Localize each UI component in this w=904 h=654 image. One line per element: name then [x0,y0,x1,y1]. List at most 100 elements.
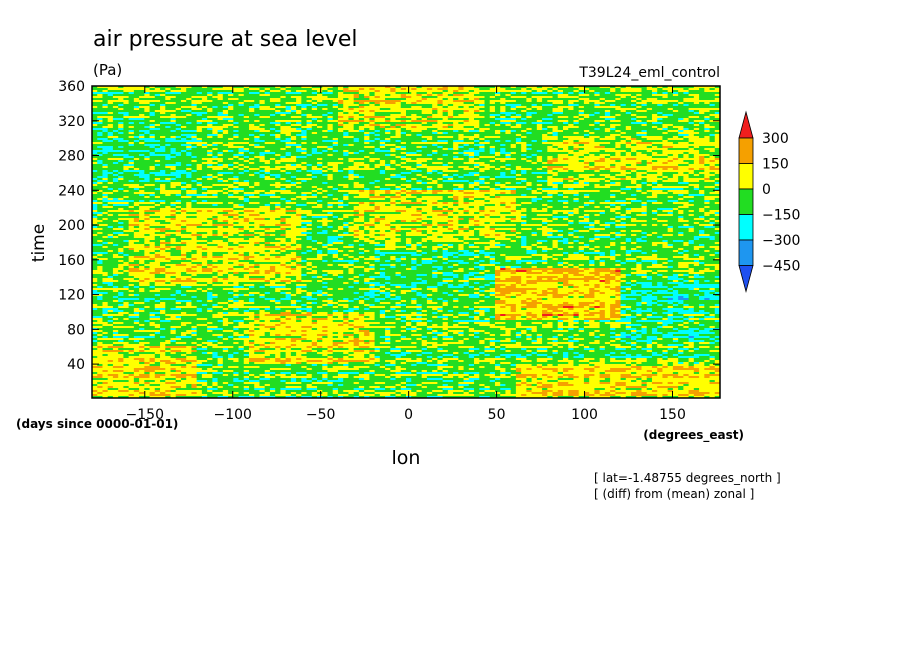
field-cell [494,86,501,89]
field-cell [542,158,548,161]
field-cell [154,110,177,113]
field-cell [249,120,255,123]
field-cell [699,150,710,153]
field-cell [474,186,480,189]
field-cell [322,90,328,93]
field-cell [667,108,674,111]
field-cell [128,228,145,231]
field-cell [238,168,245,171]
field-cell [699,162,705,165]
field-cell [610,158,621,161]
field-cell [646,146,653,149]
field-cell [233,136,239,139]
field-cell [442,180,470,183]
field-cell [327,222,344,225]
field-cell [175,166,198,169]
field-cell [458,136,480,139]
field-cell [180,134,198,137]
field-cell [453,174,459,177]
field-cell [327,96,339,99]
field-cell [573,208,580,211]
field-cell [578,114,590,117]
field-cell [510,182,517,185]
field-cell [610,208,621,211]
field-cell [563,192,580,195]
field-cell [494,96,512,99]
field-cell [107,178,114,181]
field-cell [317,106,334,109]
field-cell [646,130,669,133]
field-cell [238,204,245,207]
field-cell [337,198,344,201]
field-cell [118,220,130,223]
field-cell [170,184,182,187]
field-cell [233,204,239,207]
field-cell [102,190,114,193]
field-cell [369,118,375,121]
field-cell [678,120,689,123]
field-cell [285,168,297,171]
field-cell [568,146,574,149]
field-cell [275,194,302,197]
field-cell [118,128,124,131]
field-cell [421,94,428,97]
field-cell [97,132,103,135]
field-cell [411,92,417,95]
field-cell [317,142,334,145]
field-cell [678,208,700,211]
field-cell [249,174,255,177]
field-cell [390,86,396,89]
field-cell [154,192,161,195]
field-cell [364,232,370,235]
field-cell [505,116,512,119]
field-cell [704,112,716,115]
field-cell [552,234,559,237]
field-cell [327,112,334,115]
field-cell [228,196,245,199]
field-cell [201,114,218,117]
field-cell [385,218,417,221]
field-cell [369,190,375,193]
field-cell [280,110,287,113]
field-cell [92,126,103,129]
field-cell [678,206,689,209]
field-cell [191,110,208,113]
field-cell [301,198,307,201]
field-cell [249,184,255,187]
field-cell [102,154,114,157]
field-cell [395,164,402,167]
field-cell [494,182,501,185]
field-cell [348,106,360,109]
field-cell [306,148,313,151]
field-cell [348,186,355,189]
field-cell [714,222,721,225]
field-cell [144,92,150,95]
field-cell [458,144,464,147]
field-cell [348,196,355,199]
field-cell [154,120,171,123]
field-cell [531,168,538,171]
field-cell [662,118,679,121]
field-cell [583,218,590,221]
field-cell [453,208,459,211]
field-cell [578,120,595,123]
field-cell [468,98,475,101]
field-cell [196,200,203,203]
field-cell [615,160,621,163]
field-cell [269,90,281,93]
field-cell [97,204,103,207]
field-cell [170,214,177,217]
field-cell [500,182,506,185]
field-cell [259,182,276,185]
field-cell [615,108,637,111]
field-cell [374,226,391,229]
field-cell [479,208,485,211]
field-cell [390,222,423,225]
field-cell [683,118,689,121]
field-cell [353,224,365,227]
field-cell [92,178,98,181]
field-cell [453,112,464,115]
field-cell [547,92,553,95]
field-cell [610,182,616,185]
field-cell [678,210,684,213]
